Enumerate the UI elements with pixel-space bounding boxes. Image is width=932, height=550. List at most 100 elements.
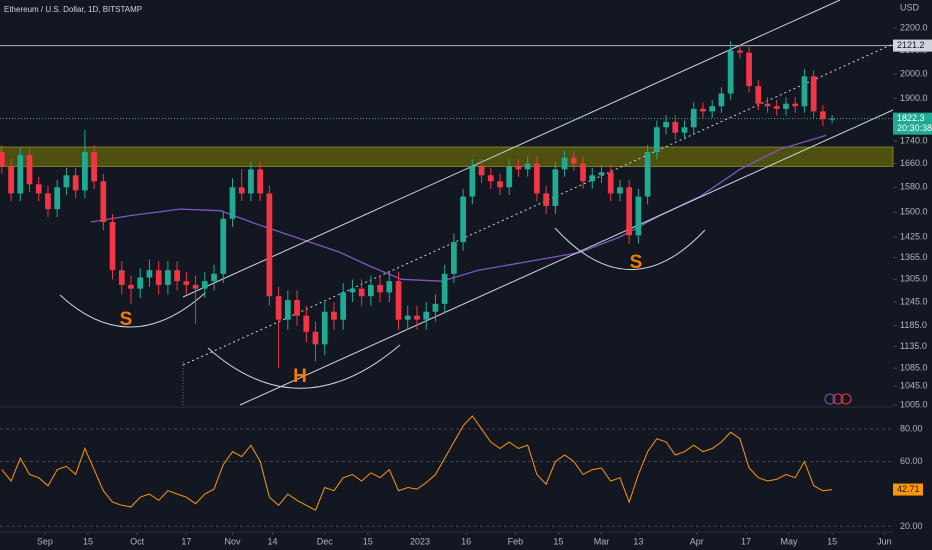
x-tick-label: 15 bbox=[83, 536, 93, 546]
candle-body bbox=[506, 166, 513, 188]
candle-body bbox=[312, 331, 319, 345]
annotation: H bbox=[293, 366, 307, 387]
y-tick-label: 1085.0 bbox=[900, 363, 928, 373]
candle-body bbox=[91, 152, 97, 182]
candle-body bbox=[589, 175, 596, 182]
arc-right-shoulder bbox=[554, 227, 706, 270]
annotation: S bbox=[630, 252, 643, 273]
candle-body bbox=[192, 284, 199, 289]
candle-body bbox=[238, 187, 245, 194]
candle-body bbox=[146, 270, 153, 278]
rsi-last-label: 42.71 bbox=[897, 484, 920, 494]
candle-body bbox=[690, 108, 697, 128]
candle-body bbox=[598, 172, 605, 176]
x-tick-label: Sep bbox=[37, 536, 53, 546]
candle-body bbox=[54, 187, 61, 210]
icon[interactable] bbox=[832, 393, 844, 405]
front-layer: 2200.02100.02000.01900.01740.01660.01580… bbox=[0, 22, 932, 546]
arc-left-shoulder bbox=[59, 292, 206, 328]
y-tick-label: 1305.0 bbox=[900, 274, 928, 284]
x-tick-label: Nov bbox=[224, 536, 241, 546]
candle-body bbox=[72, 175, 79, 191]
candle-body bbox=[441, 273, 448, 304]
candle-body bbox=[349, 288, 356, 293]
candle-body bbox=[220, 218, 227, 274]
icon[interactable] bbox=[824, 393, 836, 405]
candle-body bbox=[174, 270, 180, 282]
candle-body bbox=[137, 277, 144, 289]
candle-body bbox=[82, 152, 88, 191]
candle-body bbox=[580, 163, 586, 182]
countdown: 20:30:38 bbox=[897, 123, 932, 133]
candle-body bbox=[17, 154, 24, 194]
rsi-tick-label: 20.00 bbox=[900, 521, 923, 531]
indicator-icons[interactable] bbox=[824, 393, 852, 405]
candle-body bbox=[340, 292, 347, 320]
candle-body bbox=[294, 300, 300, 316]
x-tick-label: 17 bbox=[181, 536, 191, 546]
x-tick-label: 15 bbox=[363, 536, 373, 546]
x-tick-label: 15 bbox=[827, 536, 837, 546]
x-tick-label: Mar bbox=[594, 536, 610, 546]
y-tick-label: 2000.0 bbox=[900, 68, 928, 78]
candle-body bbox=[128, 284, 134, 289]
y-tick-label: 1425.0 bbox=[900, 231, 928, 241]
x-tick-label: 14 bbox=[267, 536, 277, 546]
icon[interactable] bbox=[840, 393, 852, 405]
candle-body bbox=[552, 169, 559, 206]
y-tick-label: 1045.0 bbox=[900, 381, 928, 391]
y-tick-label: 1740.0 bbox=[900, 135, 928, 145]
resistance-label: 2121.2 bbox=[897, 40, 925, 50]
rsi-last-box bbox=[893, 483, 923, 496]
candle-body bbox=[183, 281, 190, 285]
y-tick-label: 1245.0 bbox=[900, 296, 928, 306]
candle-body bbox=[386, 281, 393, 293]
candle-body bbox=[377, 284, 383, 293]
candle-body bbox=[663, 121, 669, 128]
x-tick-label: 17 bbox=[741, 536, 751, 546]
candle-body bbox=[626, 187, 633, 236]
y-tick-label: 2200.0 bbox=[900, 22, 928, 32]
candle-body bbox=[266, 193, 273, 297]
y-tick-label: 1135.0 bbox=[900, 341, 927, 351]
candle-body bbox=[211, 273, 217, 282]
support-zone bbox=[0, 146, 894, 167]
x-tick-label: 2023 bbox=[410, 536, 430, 546]
candle-body bbox=[635, 196, 642, 236]
candle-body bbox=[45, 193, 51, 210]
y-tick-label: 1900.0 bbox=[900, 93, 928, 103]
back-layer bbox=[0, 45, 894, 527]
candle-body bbox=[257, 169, 264, 194]
rsi-tick-label: 60.00 bbox=[900, 456, 923, 466]
chart-title: Ethereum / U.S. Dollar, 1D, BITSTAMP bbox=[4, 5, 142, 14]
candle-body bbox=[737, 50, 743, 53]
candle-body bbox=[275, 296, 282, 320]
candle-body bbox=[792, 103, 799, 107]
candle-body bbox=[755, 86, 762, 104]
moving-average bbox=[90, 134, 827, 282]
y-tick-label: 1580.0 bbox=[900, 182, 928, 192]
rsi-line bbox=[1, 415, 833, 511]
last-price-label: 1822.3 bbox=[897, 113, 925, 123]
candle-body bbox=[773, 106, 780, 109]
candle-body bbox=[653, 127, 660, 153]
candle-body bbox=[451, 242, 457, 274]
x-tick-label: May bbox=[781, 536, 799, 546]
candle-body bbox=[0, 152, 5, 167]
candle-body bbox=[709, 106, 716, 112]
x-tick-label: Jun bbox=[877, 536, 892, 546]
currency: USD bbox=[900, 2, 920, 12]
candle-body bbox=[367, 284, 374, 297]
y-tick-label: 1005.0 bbox=[900, 399, 928, 409]
candle-body bbox=[404, 315, 411, 320]
candle-body bbox=[331, 311, 337, 320]
x-tick-label: 15 bbox=[553, 536, 563, 546]
candle-body bbox=[303, 315, 310, 332]
candle-body bbox=[63, 175, 70, 188]
candle-body bbox=[783, 103, 789, 109]
candle-body bbox=[820, 111, 826, 120]
candle-body bbox=[644, 152, 651, 197]
x-tick-label: Dec bbox=[317, 536, 334, 546]
